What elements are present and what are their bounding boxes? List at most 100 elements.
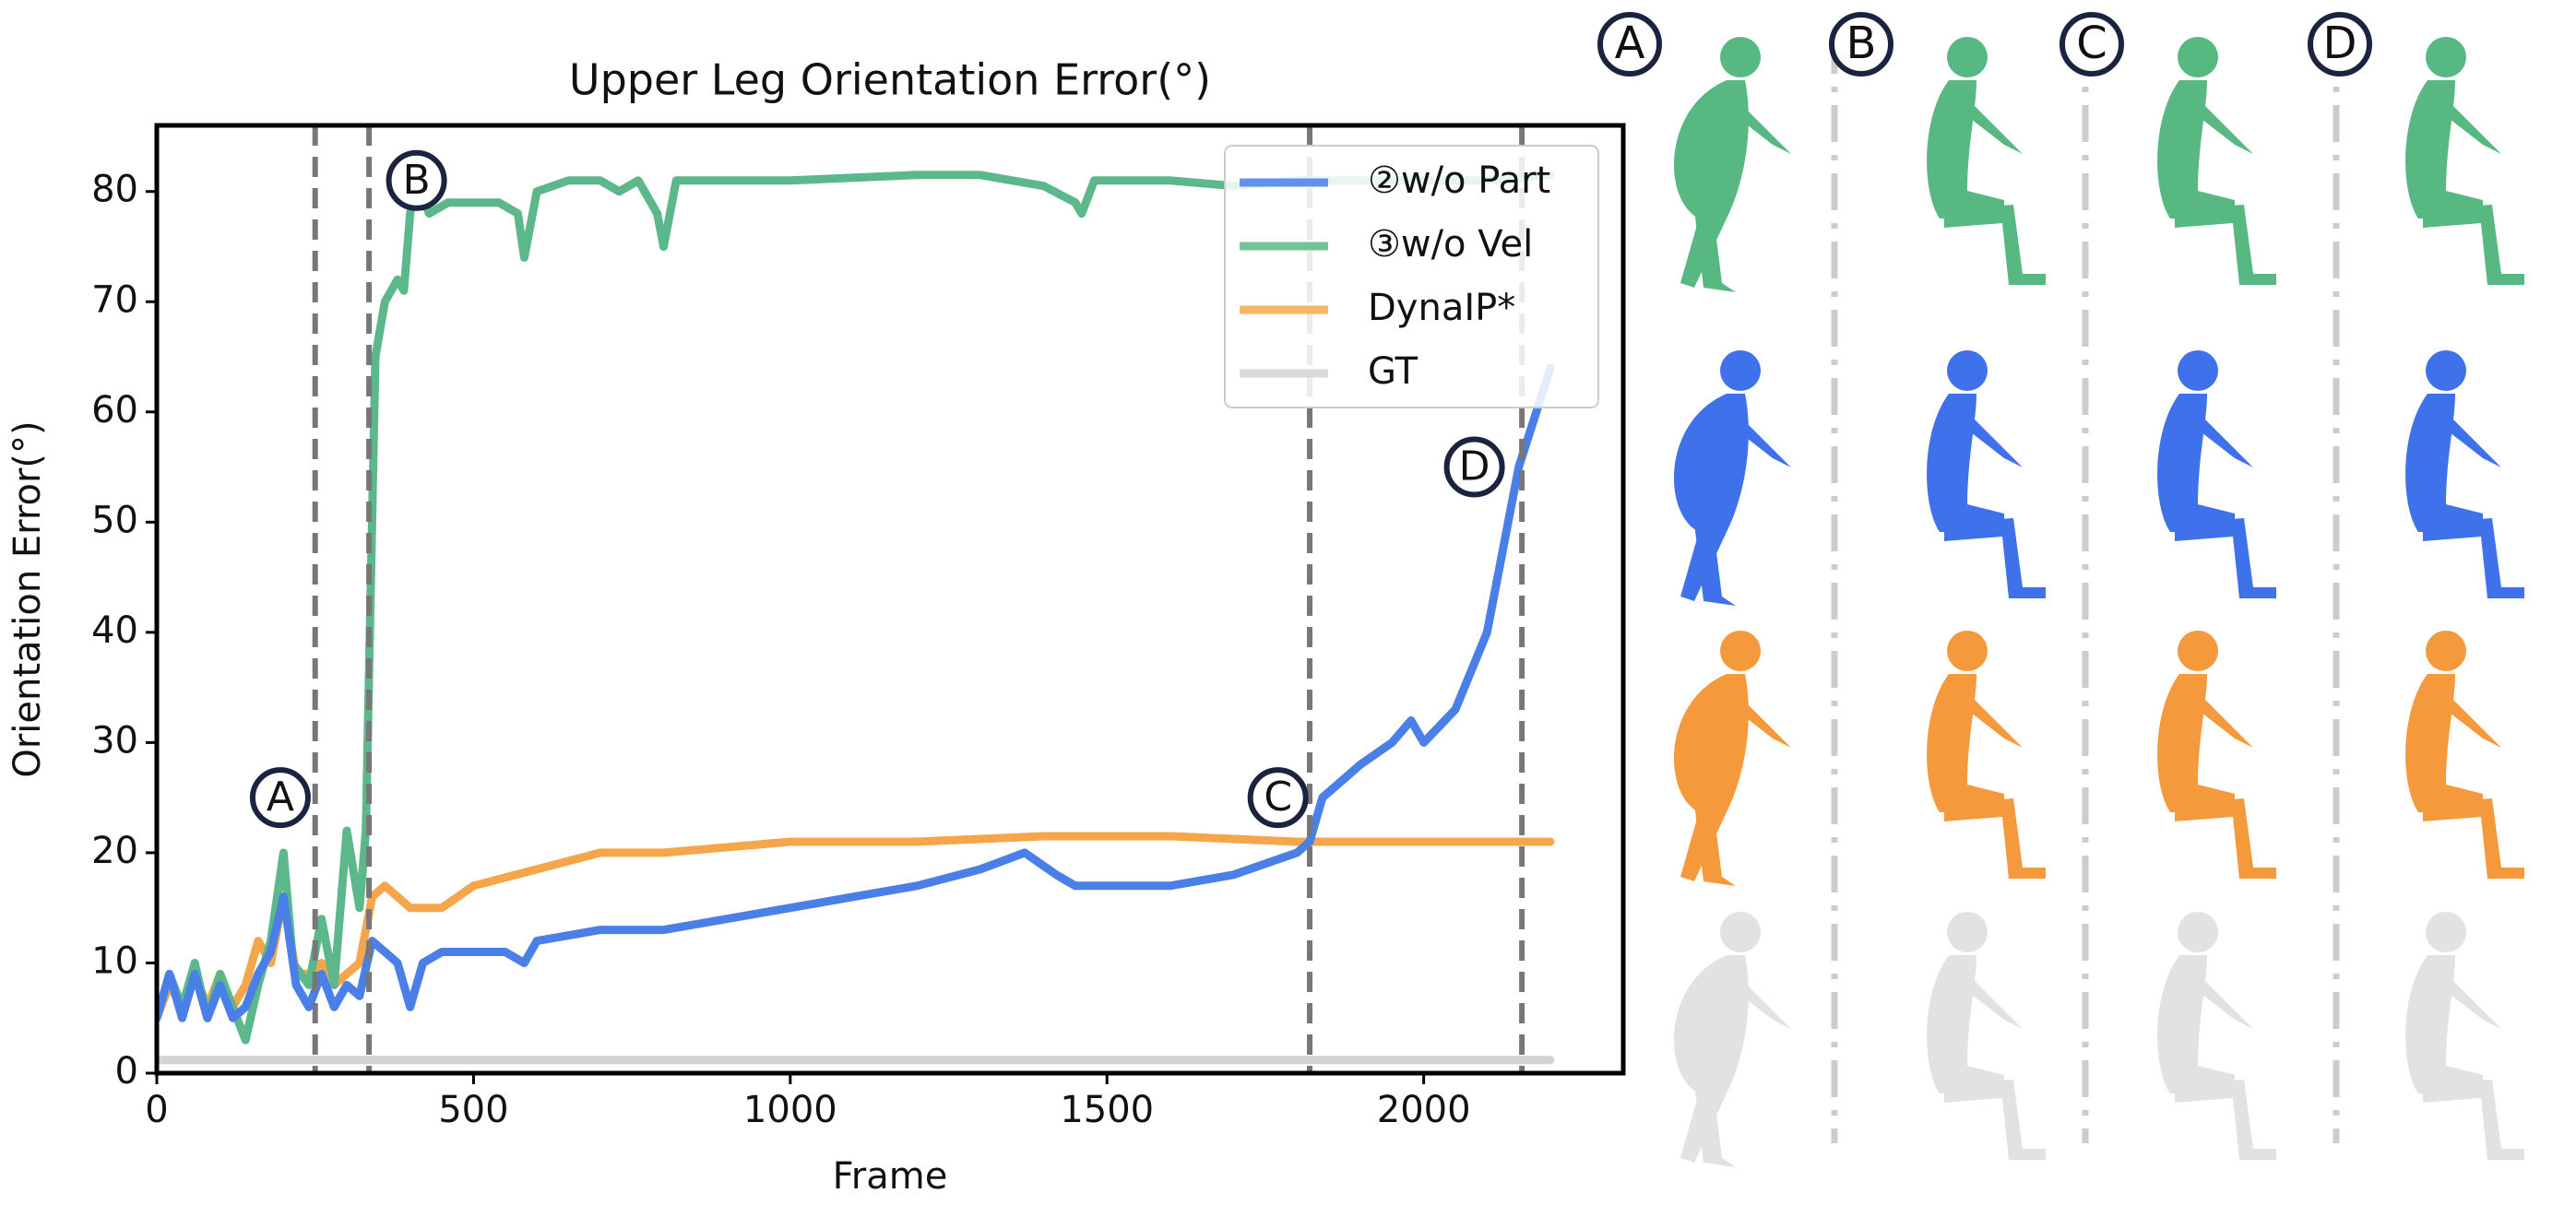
chart-title: Upper Leg Orientation Error(°) bbox=[569, 55, 1211, 105]
column-badge bbox=[1829, 12, 1893, 77]
plot-area bbox=[157, 171, 1555, 1065]
head bbox=[2426, 350, 2466, 391]
arms bbox=[2441, 99, 2501, 154]
legend-label: ②w/o Part bbox=[1368, 159, 1550, 202]
head bbox=[1720, 631, 1761, 671]
body bbox=[2157, 955, 2235, 1093]
human-figure bbox=[2405, 37, 2524, 285]
arms bbox=[1963, 974, 2023, 1029]
column-label: A bbox=[1615, 18, 1645, 69]
x-tick-label: 1000 bbox=[743, 1089, 837, 1131]
arms bbox=[2193, 692, 2253, 748]
x-tick-label: 2000 bbox=[1377, 1089, 1471, 1131]
head bbox=[2178, 631, 2218, 671]
human-figure bbox=[2157, 631, 2276, 879]
body bbox=[1673, 955, 1749, 1163]
annotation-label: A bbox=[267, 774, 294, 821]
legs bbox=[2175, 798, 2276, 879]
legs bbox=[2423, 798, 2524, 879]
body bbox=[2405, 394, 2483, 532]
arms bbox=[2193, 412, 2253, 467]
legs bbox=[2175, 518, 2276, 598]
human-figure bbox=[2405, 631, 2524, 879]
body bbox=[1927, 955, 2004, 1093]
annotation-circle bbox=[386, 149, 447, 211]
head bbox=[1947, 631, 1988, 671]
head bbox=[2178, 350, 2218, 391]
column-label: C bbox=[2076, 18, 2107, 69]
x-axis-label: Frame bbox=[833, 1155, 948, 1198]
human-figure bbox=[1673, 912, 1791, 1167]
y-tick-label: 20 bbox=[91, 830, 138, 872]
human-figure bbox=[2405, 912, 2524, 1160]
body bbox=[2157, 80, 2235, 219]
legs bbox=[1694, 803, 1736, 886]
legs bbox=[1694, 1084, 1736, 1167]
annotation-circle bbox=[1443, 436, 1505, 498]
human-figure bbox=[1673, 37, 1791, 292]
legend-label: GT bbox=[1368, 350, 1419, 393]
human-figure bbox=[1927, 912, 2046, 1160]
head bbox=[1720, 37, 1761, 77]
arms bbox=[2193, 974, 2253, 1029]
head bbox=[1947, 912, 1988, 952]
legs bbox=[1944, 518, 2046, 598]
legend-box bbox=[1224, 145, 1599, 408]
body bbox=[2405, 955, 2483, 1093]
body bbox=[1673, 80, 1749, 288]
annotation-label: C bbox=[1264, 774, 1292, 821]
arms bbox=[1963, 99, 2023, 154]
body bbox=[1673, 674, 1749, 881]
head bbox=[1720, 350, 1761, 391]
x-tick-label: 0 bbox=[145, 1089, 168, 1131]
legs bbox=[1944, 205, 2046, 285]
legend-label: DynaIP* bbox=[1368, 287, 1515, 329]
column-badge bbox=[1597, 12, 1662, 77]
legs bbox=[2423, 518, 2524, 598]
head bbox=[2426, 631, 2466, 671]
y-tick-label: 30 bbox=[91, 719, 138, 762]
y-tick-label: 0 bbox=[115, 1050, 138, 1093]
arms bbox=[1731, 99, 1791, 154]
head bbox=[2426, 912, 2466, 952]
body bbox=[1927, 674, 2004, 812]
series-line bbox=[157, 363, 1555, 1022]
legs bbox=[1944, 798, 2046, 879]
head bbox=[1947, 37, 1988, 77]
y-tick-label: 10 bbox=[91, 939, 138, 982]
arms bbox=[2441, 974, 2501, 1029]
human-figure bbox=[1927, 350, 2046, 598]
column-badge bbox=[2308, 12, 2372, 77]
legs bbox=[1944, 1080, 2046, 1160]
annotation-circle bbox=[249, 767, 311, 829]
body bbox=[2157, 674, 2235, 812]
body bbox=[2157, 394, 2235, 532]
body bbox=[2405, 674, 2483, 812]
legs bbox=[2175, 205, 2276, 285]
arms bbox=[1731, 412, 1791, 467]
y-tick-label: 80 bbox=[91, 169, 138, 211]
arms bbox=[2441, 692, 2501, 748]
human-figure bbox=[1673, 350, 1791, 606]
legs bbox=[2423, 205, 2524, 285]
y-tick-label: 40 bbox=[91, 609, 138, 652]
legend-label: ③w/o Vel bbox=[1368, 223, 1533, 266]
y-tick-label: 50 bbox=[91, 499, 138, 541]
x-tick-label: 500 bbox=[438, 1089, 508, 1131]
human-figure bbox=[1927, 631, 2046, 879]
legs bbox=[1694, 523, 1736, 606]
arms bbox=[1963, 692, 2023, 748]
head bbox=[1720, 912, 1761, 952]
column-label: B bbox=[1846, 18, 1877, 69]
column-badge bbox=[2060, 12, 2124, 77]
head bbox=[2178, 37, 2218, 77]
human-figure bbox=[2157, 912, 2276, 1160]
arms bbox=[2193, 99, 2253, 154]
annotation-label: D bbox=[1459, 443, 1490, 490]
legs bbox=[2175, 1080, 2276, 1160]
head bbox=[1947, 350, 1988, 391]
human-figure bbox=[1673, 631, 1791, 886]
body bbox=[1927, 80, 2004, 219]
plot-frame bbox=[154, 123, 1626, 1076]
